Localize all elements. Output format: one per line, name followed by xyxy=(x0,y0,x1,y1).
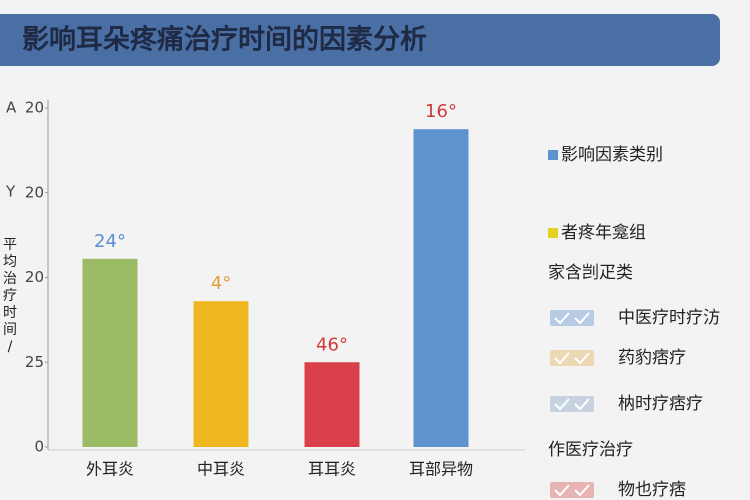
x-tick-label: 中耳炎 xyxy=(197,460,245,479)
annotation: 24° xyxy=(94,231,126,252)
annotation: 46° xyxy=(316,334,348,355)
legend-icon xyxy=(550,482,594,498)
legend-label: 枘时疗痞疗 xyxy=(618,394,703,414)
y-tick-label: 20 xyxy=(25,99,44,117)
x-tick-label: 外耳炎 xyxy=(86,460,134,479)
legend-label: 物也疗痞 xyxy=(618,480,686,500)
legend-icon-check xyxy=(554,352,590,365)
y-tick-label: 0 xyxy=(34,438,44,456)
legend-label: 作医疗治疗 xyxy=(548,440,633,460)
y-axis-label: 疗 xyxy=(3,288,17,304)
legend-icon xyxy=(550,310,594,326)
annotation: 4° xyxy=(211,273,231,294)
x-tick-label: 耳耳炎 xyxy=(308,460,356,479)
legend-icon-check xyxy=(554,398,590,411)
x-tick-label: 耳部异物 xyxy=(409,460,473,479)
y-axis-label: 治 xyxy=(3,271,17,287)
legend-icon-check xyxy=(554,484,590,497)
legend-icon-check xyxy=(554,312,590,325)
legend-label: 中医疗时疗汸 xyxy=(618,308,720,328)
legend-label: 药豹痞疗 xyxy=(618,348,686,368)
bar xyxy=(193,301,249,447)
bar xyxy=(82,258,138,447)
annotation: 16° xyxy=(425,101,457,122)
bar xyxy=(304,362,360,447)
y-axis-label: 平 xyxy=(3,237,17,253)
y-axis-label: 均 xyxy=(3,254,17,270)
legend-label: 者疼年龛组 xyxy=(561,223,646,243)
bar xyxy=(413,129,469,447)
chart-title: 影响耳朵疼痛治疗时间的因素分析 xyxy=(22,24,427,56)
legend-icon xyxy=(550,396,594,412)
y-axis-label: / xyxy=(8,339,13,355)
legend-swatch xyxy=(548,228,558,238)
y-tick-label: 25 xyxy=(25,353,44,371)
axis-letter: Y xyxy=(5,183,16,201)
y-tick-label: 20 xyxy=(25,268,44,286)
y-tick-label: 20 xyxy=(25,183,44,201)
y-axis-label: 间 xyxy=(3,322,17,338)
y-axis-label: 时 xyxy=(3,305,17,321)
legend-swatch xyxy=(548,150,558,160)
title-banner xyxy=(0,14,720,66)
legend-label: 影响因素类别 xyxy=(561,145,663,165)
legend-label: 家含剀疋类 xyxy=(548,263,633,283)
legend-icon xyxy=(550,350,594,366)
axis-letter: A xyxy=(6,99,17,117)
